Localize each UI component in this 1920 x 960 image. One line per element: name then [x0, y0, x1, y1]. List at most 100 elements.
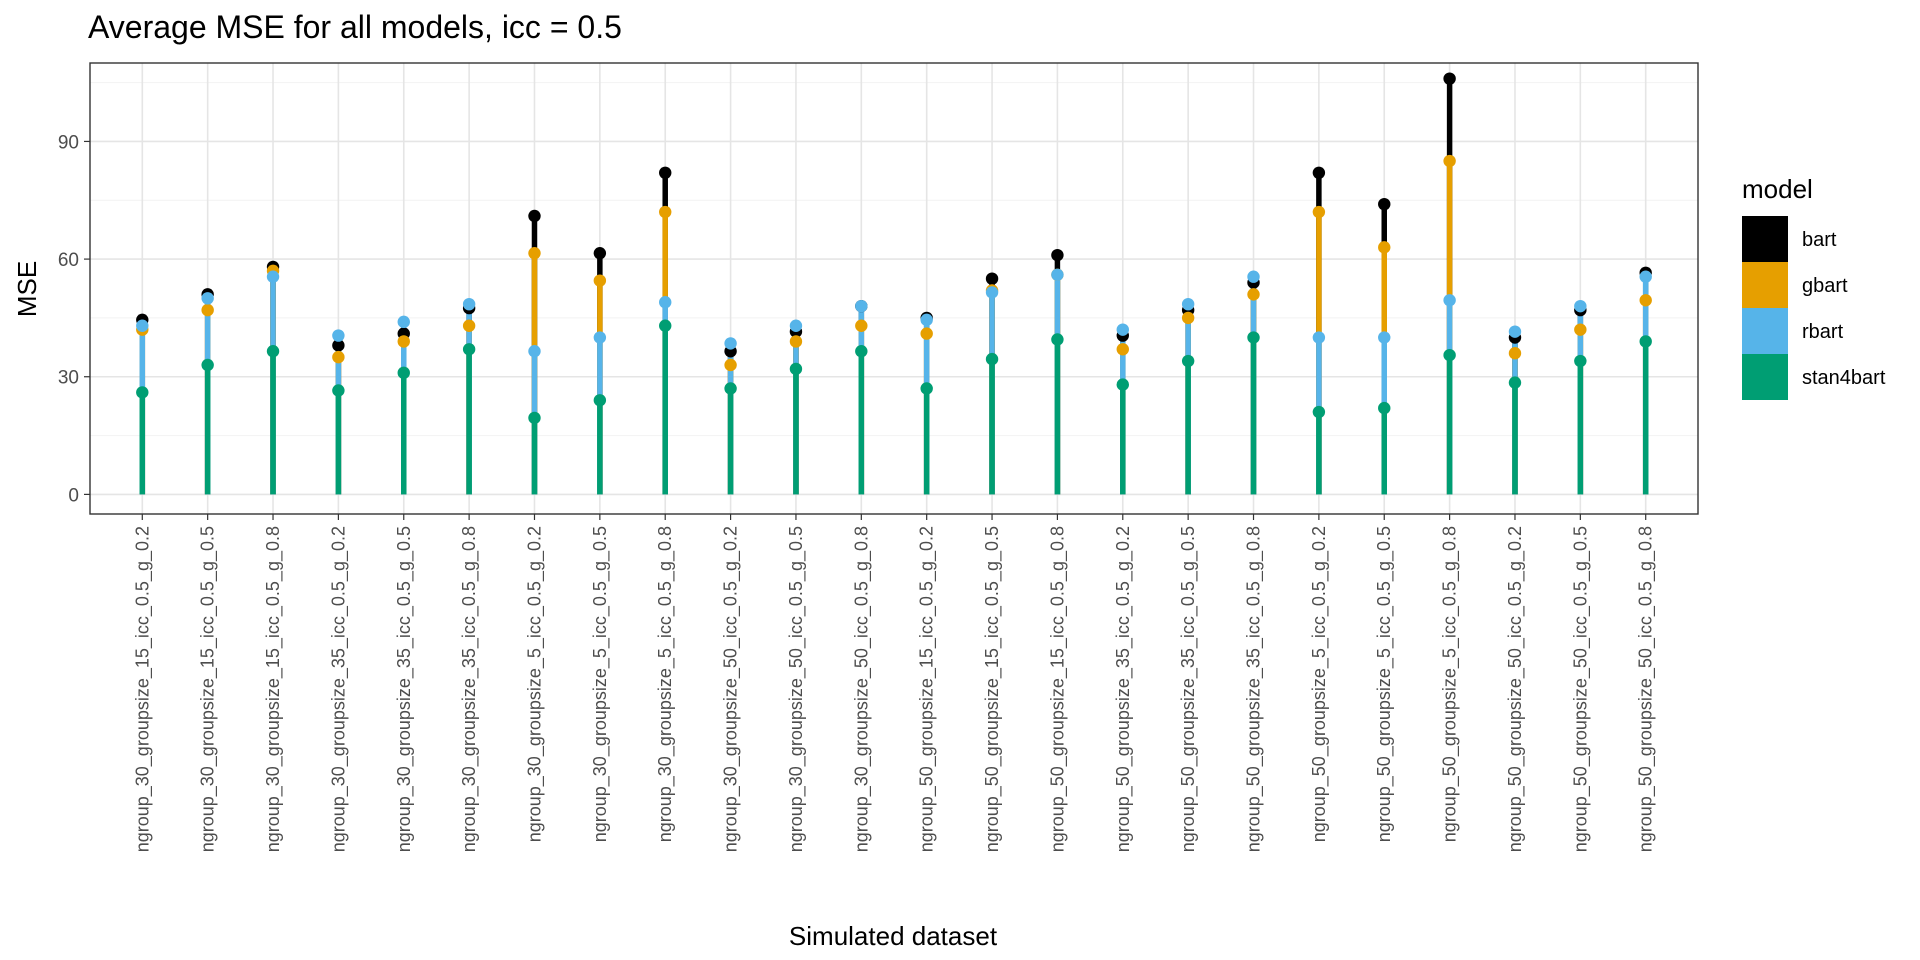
gbart-point [659, 205, 672, 219]
x-tick-label: ngroup_30_groupsize_5_icc_0.5_g_0.8 [655, 526, 676, 842]
x-tick-label: ngroup_50_groupsize_5_icc_0.5_g_0.2 [1309, 526, 1330, 842]
x-tick-label: ngroup_30_groupsize_15_icc_0.5_g_0.5 [198, 526, 219, 852]
gbart-point [1181, 311, 1195, 325]
gbart-point [1639, 294, 1652, 307]
rbart-point [397, 315, 410, 329]
bart-point [593, 247, 607, 260]
x-tick-label: ngroup_30_groupsize_5_icc_0.5_g_0.2 [524, 526, 545, 842]
gbart-point [1116, 343, 1129, 356]
bart-point [528, 209, 541, 223]
gbart-point [1247, 288, 1260, 301]
rbart-point [1574, 299, 1587, 313]
stan4bart-point [1312, 405, 1326, 419]
stan4bart-point [920, 382, 933, 395]
stan4bart-point [789, 362, 803, 376]
x-tick-label: ngroup_50_groupsize_5_icc_0.5_g_0.5 [1374, 526, 1395, 842]
legend-label-stan4bart: stan4bart [1802, 367, 1886, 389]
rbart-point [1378, 331, 1391, 344]
bart-point [1443, 72, 1456, 85]
legend: model bart gbart rbart stan4bart [1742, 174, 1886, 400]
x-axis-title: Simulated dataset [789, 921, 998, 951]
rbart-point [201, 292, 214, 305]
stan4bart-point [201, 358, 214, 372]
x-tick-label: ngroup_50_groupsize_15_icc_0.5_g_0.8 [1047, 526, 1068, 852]
stan4bart-point [1116, 378, 1129, 391]
rbart-point [789, 319, 803, 332]
gridlines [90, 63, 1698, 514]
legend-label-gbart: gbart [1802, 275, 1848, 297]
stan4bart-point [1051, 333, 1064, 346]
stan4bart-point [659, 319, 672, 332]
stems [139, 78, 1649, 495]
x-tick-label: ngroup_50_groupsize_50_icc_0.5_g_0.2 [1505, 526, 1526, 852]
rbart-point [266, 270, 280, 283]
rbart-point [724, 337, 737, 350]
stan4bart-point [855, 345, 868, 358]
stan4bart-point [1639, 335, 1652, 348]
rbart-point [593, 331, 607, 344]
x-tick-label: ngroup_30_groupsize_5_icc_0.5_g_0.5 [590, 526, 611, 842]
y-tick-label: 30 [58, 368, 79, 389]
y-axis-title: MSE [12, 261, 42, 317]
x-tick-label: ngroup_30_groupsize_35_icc_0.5_g_0.5 [394, 526, 415, 852]
gbart-point [920, 327, 933, 340]
rbart-point [1181, 297, 1195, 311]
bart-point [659, 166, 672, 180]
bart-point [332, 339, 345, 352]
legend-key-stan4bart [1742, 354, 1788, 400]
x-tick-label: ngroup_50_groupsize_35_icc_0.5_g_0.5 [1178, 526, 1199, 852]
x-tick-label: ngroup_50_groupsize_35_icc_0.5_g_0.2 [1113, 526, 1134, 852]
stan4bart-point [1574, 354, 1587, 368]
rbart-point [1247, 270, 1260, 283]
gbart-point [1378, 241, 1391, 254]
bart-point [1312, 166, 1326, 180]
x-tick-label: ngroup_30_groupsize_15_icc_0.5_g_0.8 [263, 526, 284, 852]
stan4bart-point [593, 394, 607, 407]
gbart-point [789, 335, 803, 348]
rbart-point [920, 313, 933, 327]
stan4bart-point [266, 345, 280, 358]
gbart-point [397, 335, 410, 348]
gbart-point [1312, 205, 1326, 219]
gbart-point [332, 350, 345, 364]
y-tick-label: 90 [58, 132, 79, 153]
x-tick-label: ngroup_30_groupsize_35_icc_0.5_g_0.2 [328, 526, 349, 852]
x-tick-label: ngroup_50_groupsize_35_icc_0.5_g_0.8 [1244, 526, 1265, 852]
x-tick-label: ngroup_30_groupsize_50_icc_0.5_g_0.8 [851, 526, 872, 852]
rbart-point [1051, 268, 1064, 281]
legend-title: model [1742, 174, 1813, 204]
rbart-point [1312, 331, 1326, 344]
bart-point [1378, 197, 1391, 211]
x-tick-label: ngroup_30_groupsize_50_icc_0.5_g_0.2 [721, 526, 742, 852]
rbart-point [1508, 325, 1522, 338]
x-tick-label: ngroup_30_groupsize_35_icc_0.5_g_0.8 [459, 526, 480, 852]
y-axis: 0 30 60 90 [58, 132, 90, 506]
chart-title: Average MSE for all models, icc = 0.5 [88, 9, 622, 45]
panel-border [89, 62, 1699, 515]
x-tick-label: ngroup_30_groupsize_50_icc_0.5_g_0.5 [786, 526, 807, 852]
stan4bart-point [985, 352, 999, 366]
legend-key-gbart [1742, 262, 1788, 308]
stan4bart-point [1443, 348, 1456, 362]
stan4bart-point [397, 366, 410, 380]
legend-label-bart: bart [1802, 229, 1837, 251]
points [136, 72, 1652, 425]
x-tick-label: ngroup_30_groupsize_15_icc_0.5_g_0.2 [132, 526, 153, 852]
gbart-point [1508, 347, 1522, 360]
x-tick-label: ngroup_50_groupsize_5_icc_0.5_g_0.8 [1440, 526, 1461, 842]
stan4bart-point [1181, 354, 1195, 368]
panel-background [90, 63, 1698, 514]
bart-point [1051, 248, 1064, 262]
stan4bart-point [724, 382, 737, 395]
gbart-point [201, 303, 214, 317]
rbart-point [1443, 294, 1456, 307]
stan4bart-point [1247, 331, 1260, 344]
y-tick-label: 0 [68, 485, 79, 506]
rbart-point [985, 286, 999, 299]
x-tick-label: ngroup_50_groupsize_15_icc_0.5_g_0.2 [917, 526, 938, 852]
rbart-point [528, 345, 541, 358]
stan4bart-point [1508, 376, 1522, 389]
legend-key-bart [1742, 216, 1788, 262]
rbart-point [332, 329, 345, 342]
